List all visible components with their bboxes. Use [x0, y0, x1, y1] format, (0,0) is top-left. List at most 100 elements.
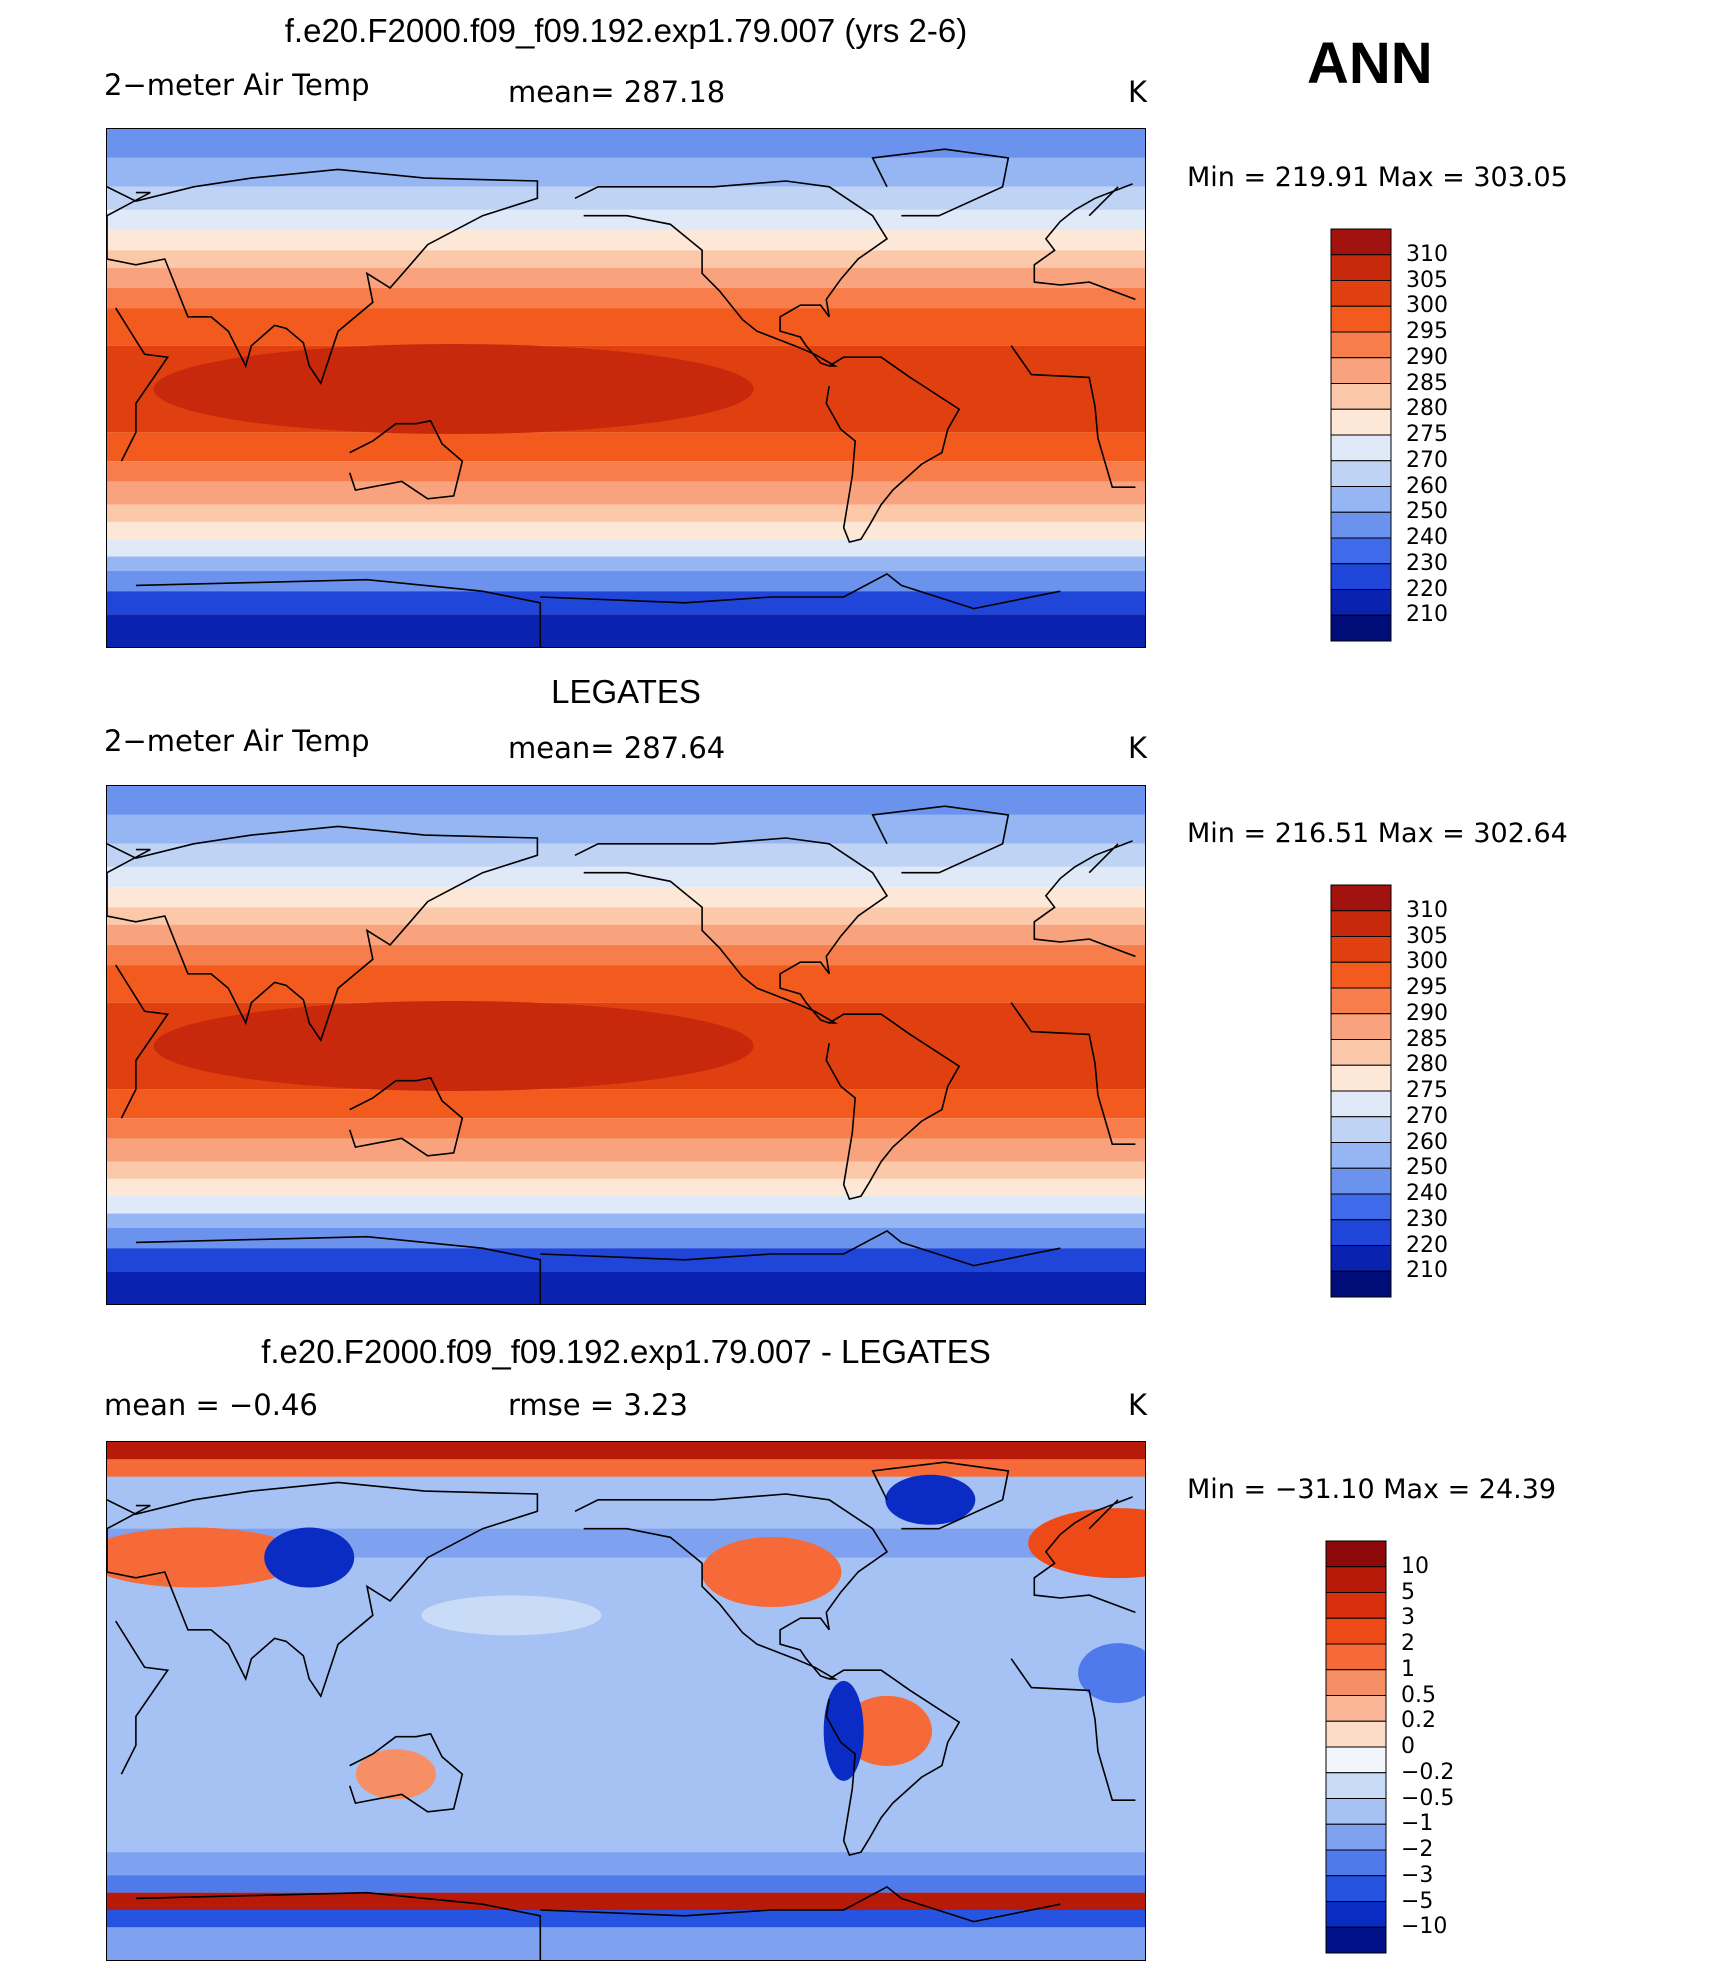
anomaly-region — [885, 1474, 976, 1525]
colorbar-tick-label: 1 — [1401, 1656, 1415, 1682]
warm-pool-region — [153, 1001, 754, 1091]
colorbar-tick-label: 230 — [1406, 1206, 1448, 1232]
colorbar-swatch — [1330, 305, 1392, 333]
panel-1-minmax: Min = 219.91 Max = 303.05 — [1187, 162, 1568, 193]
temperature-band — [107, 887, 1145, 908]
colorbar-swatch — [1330, 331, 1392, 359]
temperature-band — [107, 1459, 1145, 1477]
temperature-band — [107, 539, 1145, 557]
anomaly-region — [107, 1527, 304, 1588]
temperature-band — [107, 521, 1145, 540]
coastline-samerica — [825, 356, 961, 544]
colorbar-tick-label: 310 — [1406, 897, 1448, 923]
colorbar-swatch — [1325, 1901, 1387, 1928]
temperature-band — [107, 1875, 1145, 1893]
colorbar-tick-label: 250 — [1406, 1155, 1448, 1181]
colorbar-swatch — [1325, 1746, 1387, 1774]
colorbar-swatch — [1330, 987, 1392, 1015]
panel-2-variable-label: 2−meter Air Temp — [104, 724, 370, 758]
colorbar-swatch — [1330, 434, 1392, 462]
temperature-band — [107, 250, 1145, 268]
temperature-band — [107, 1271, 1145, 1304]
colorbar-tick-label: −10 — [1401, 1914, 1448, 1940]
colorbar-tick-label: −2 — [1401, 1837, 1434, 1862]
colorbar-swatch — [1330, 1245, 1392, 1272]
temperature-band — [107, 504, 1145, 522]
temperature-band — [107, 1196, 1145, 1214]
colorbar-tick-label: 3 — [1401, 1605, 1415, 1631]
colorbar-tick-label: −0.5 — [1401, 1785, 1455, 1811]
coastline-antarctica — [135, 572, 1061, 647]
colorbar-swatch — [1330, 357, 1392, 384]
colorbar-swatch — [1330, 589, 1392, 616]
colorbar-swatch — [1330, 537, 1392, 565]
temperature-band — [107, 1910, 1145, 1928]
temperature-band — [107, 1927, 1145, 1960]
panel-1-map — [106, 128, 1146, 648]
colorbar-tick-label: −0.2 — [1401, 1759, 1455, 1785]
colorbar-swatch — [1325, 1695, 1387, 1722]
colorbar-swatch — [1330, 460, 1392, 487]
temperature-band — [107, 1852, 1145, 1876]
anomaly-region — [823, 1680, 864, 1781]
temperature-band — [107, 267, 1145, 288]
panel-3-minmax: Min = −31.10 Max = 24.39 — [1187, 1474, 1557, 1505]
panel-2-map — [106, 785, 1146, 1305]
season-label: ANN — [1307, 31, 1433, 96]
colorbar-swatch — [1330, 961, 1392, 989]
temperature-band — [107, 1118, 1145, 1139]
warm-pool-region — [153, 344, 754, 434]
colorbar-swatch — [1325, 1669, 1387, 1696]
colorbar-swatch — [1330, 1116, 1392, 1143]
coastline-eurafrica — [107, 168, 1136, 488]
panel-1-variable-label: 2−meter Air Temp — [104, 68, 370, 102]
colorbar-swatch — [1330, 1270, 1392, 1298]
panel-3-title: f.e20.F2000.f09_f09.192.exp1.79.007 - LE… — [261, 1333, 991, 1370]
temperature-band — [107, 129, 1145, 158]
coastline-namerica — [574, 837, 889, 1024]
temperature-band — [107, 924, 1145, 945]
colorbar-tick-label: 275 — [1406, 1078, 1448, 1103]
coastline-greenland — [871, 805, 1010, 874]
colorbar-swatch — [1330, 1193, 1392, 1221]
colorbar-swatch — [1330, 910, 1392, 937]
colorbar-tick-label: 220 — [1406, 576, 1448, 602]
colorbar-swatch — [1330, 254, 1392, 281]
temperature-band — [107, 843, 1145, 867]
temperature-band — [107, 907, 1145, 925]
colorbar-swatch — [1325, 1798, 1387, 1825]
panel-2-title: LEGATES — [551, 673, 701, 710]
coastline-antarctica — [135, 1229, 1061, 1304]
colorbar-tick-label: 250 — [1406, 499, 1448, 525]
colorbar-tick-label: 2 — [1401, 1631, 1415, 1656]
temperature-band — [107, 1228, 1145, 1249]
anomaly-region — [842, 1695, 932, 1766]
colorbar-tick-label: 305 — [1406, 923, 1448, 949]
temperature-band — [107, 1442, 1145, 1460]
anomaly-region — [264, 1527, 355, 1588]
colorbar-tick-label: 240 — [1406, 525, 1448, 550]
colorbar-tick-label: −3 — [1401, 1862, 1434, 1888]
colorbar-swatch — [1330, 228, 1392, 256]
colorbar-tick-label: 280 — [1406, 396, 1448, 422]
anomaly-region — [1028, 1508, 1145, 1579]
temperature-band — [107, 461, 1145, 482]
panel-3-mean-label: mean = −0.46 — [104, 1388, 318, 1422]
coastline-australia — [348, 1076, 464, 1157]
panel-2-minmax: Min = 216.51 Max = 302.64 — [1187, 818, 1568, 849]
coastline-samerica — [825, 1013, 961, 1201]
anomaly-region — [355, 1749, 436, 1800]
colorbar-tick-label: 295 — [1406, 975, 1448, 1000]
temperature-band — [107, 965, 1145, 1003]
temperature-band — [107, 432, 1145, 462]
coastline-australia — [348, 419, 464, 500]
temperature-band — [107, 157, 1145, 187]
colorbar-tick-label: 230 — [1406, 550, 1448, 576]
colorbar-tick-label: −5 — [1401, 1888, 1434, 1914]
coastline-greenland — [871, 1461, 1010, 1530]
colorbar-swatch — [1330, 1039, 1392, 1066]
colorbar-swatch — [1330, 511, 1392, 539]
anomaly-region — [1078, 1643, 1145, 1704]
colorbar-tick-label: 10 — [1401, 1553, 1429, 1579]
colorbar-tick-label: 285 — [1406, 1026, 1448, 1052]
